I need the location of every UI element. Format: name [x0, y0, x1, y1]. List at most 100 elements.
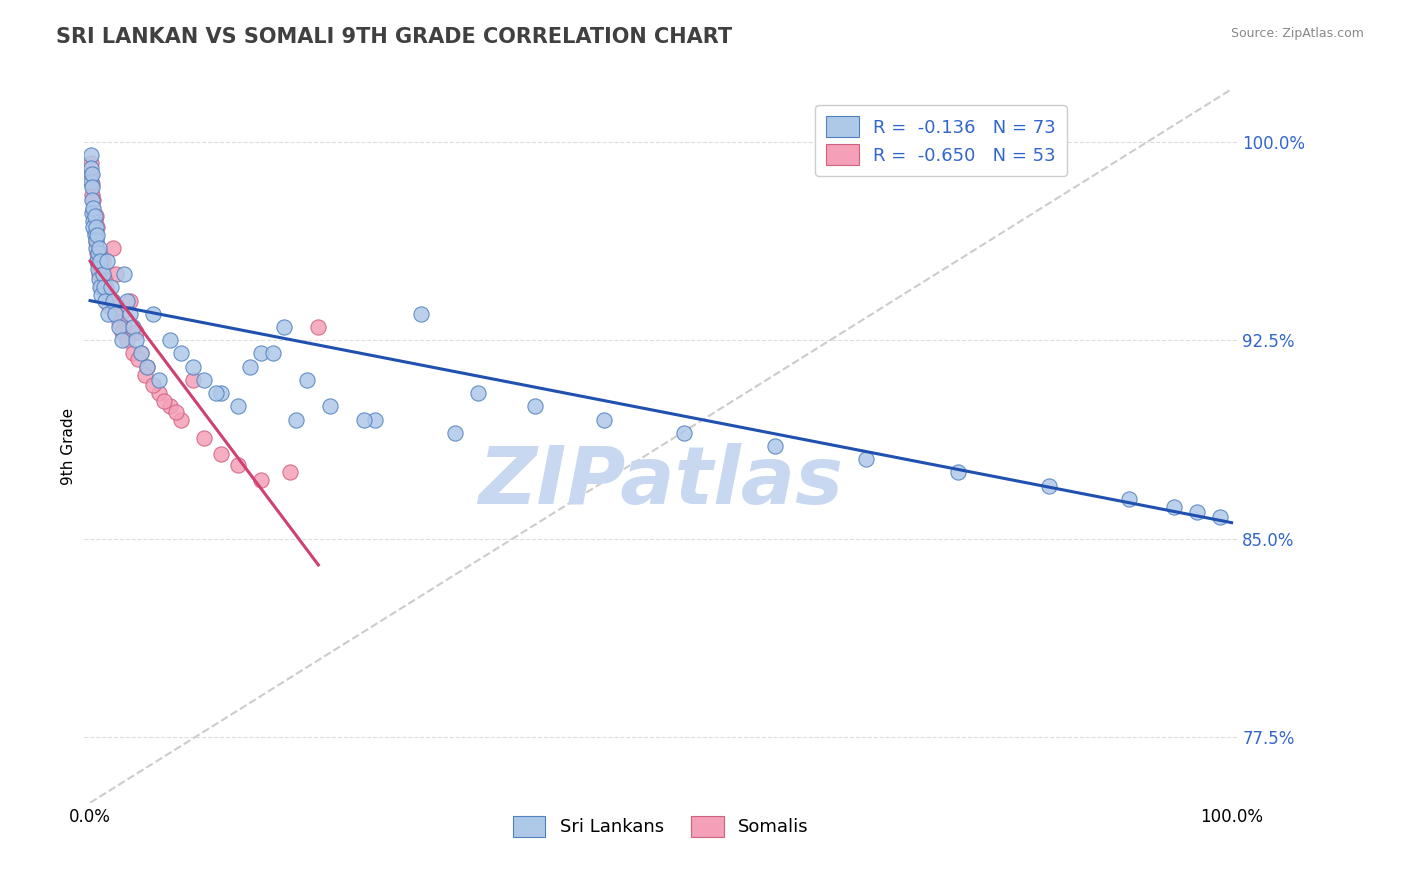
- Legend: Sri Lankans, Somalis: Sri Lankans, Somalis: [506, 808, 815, 844]
- Point: [87, 246, 110, 260]
- Point: [101, 241, 124, 255]
- Point: [84, 241, 107, 255]
- Point: [82, 178, 104, 192]
- Point: [159, 400, 181, 414]
- Point: [97, 288, 120, 302]
- Point: [83, 225, 105, 239]
- Point: [228, 400, 250, 414]
- Point: [148, 373, 170, 387]
- Y-axis label: 9th Grade: 9th Grade: [60, 408, 76, 484]
- Point: [1163, 500, 1185, 514]
- Point: [239, 359, 262, 374]
- Point: [86, 246, 108, 260]
- Point: [131, 346, 153, 360]
- Point: [136, 359, 159, 374]
- Point: [80, 156, 103, 170]
- Point: [1187, 505, 1209, 519]
- Point: [93, 280, 115, 294]
- Point: [273, 320, 295, 334]
- Point: [127, 351, 149, 366]
- Point: [125, 333, 148, 347]
- Point: [90, 280, 112, 294]
- Point: [170, 346, 193, 360]
- Point: [97, 307, 120, 321]
- Point: [89, 267, 111, 281]
- Point: [104, 307, 127, 321]
- Point: [165, 404, 187, 418]
- Point: [94, 280, 117, 294]
- Point: [93, 272, 115, 286]
- Point: [131, 346, 153, 360]
- Point: [98, 299, 121, 313]
- Point: [87, 261, 110, 276]
- Point: [193, 431, 215, 445]
- Point: [250, 474, 273, 488]
- Point: [82, 193, 104, 207]
- Point: [204, 386, 226, 401]
- Point: [82, 203, 104, 218]
- Point: [444, 425, 467, 440]
- Point: [105, 267, 128, 281]
- Point: [89, 272, 111, 286]
- Point: [112, 320, 135, 334]
- Point: [672, 425, 695, 440]
- Point: [112, 267, 135, 281]
- Point: [91, 267, 114, 281]
- Point: [118, 307, 141, 321]
- Point: [209, 386, 232, 401]
- Point: [111, 326, 134, 340]
- Point: [170, 412, 193, 426]
- Point: [855, 452, 877, 467]
- Point: [89, 246, 111, 260]
- Point: [946, 466, 969, 480]
- Point: [82, 193, 104, 207]
- Point: [87, 257, 110, 271]
- Point: [228, 458, 250, 472]
- Point: [80, 161, 103, 176]
- Point: [364, 412, 387, 426]
- Point: [134, 368, 156, 382]
- Point: [82, 180, 104, 194]
- Point: [89, 241, 111, 255]
- Point: [101, 293, 124, 308]
- Point: [1118, 491, 1140, 506]
- Point: [115, 293, 138, 308]
- Point: [80, 167, 103, 181]
- Point: [115, 333, 138, 347]
- Point: [96, 254, 118, 268]
- Point: [83, 209, 105, 223]
- Point: [100, 293, 122, 308]
- Point: [153, 394, 176, 409]
- Point: [136, 359, 159, 374]
- Point: [86, 254, 108, 268]
- Point: [84, 209, 107, 223]
- Point: [209, 447, 232, 461]
- Point: [96, 288, 118, 302]
- Text: SRI LANKAN VS SOMALI 9TH GRADE CORRELATION CHART: SRI LANKAN VS SOMALI 9TH GRADE CORRELATI…: [56, 27, 733, 46]
- Point: [148, 386, 170, 401]
- Point: [524, 400, 547, 414]
- Point: [94, 293, 117, 308]
- Point: [91, 254, 114, 268]
- Point: [86, 227, 108, 242]
- Point: [80, 175, 103, 189]
- Point: [278, 466, 301, 480]
- Point: [467, 386, 489, 401]
- Point: [84, 235, 107, 250]
- Point: [80, 148, 103, 162]
- Point: [353, 412, 375, 426]
- Point: [100, 280, 122, 294]
- Point: [89, 254, 111, 268]
- Point: [94, 272, 117, 286]
- Point: [104, 307, 127, 321]
- Point: [110, 307, 132, 321]
- Point: [82, 201, 104, 215]
- Point: [107, 320, 129, 334]
- Point: [83, 227, 105, 242]
- Text: ZIPatlas: ZIPatlas: [478, 442, 844, 521]
- Point: [181, 373, 204, 387]
- Point: [592, 412, 614, 426]
- Point: [122, 320, 145, 334]
- Point: [125, 326, 148, 340]
- Point: [86, 219, 108, 234]
